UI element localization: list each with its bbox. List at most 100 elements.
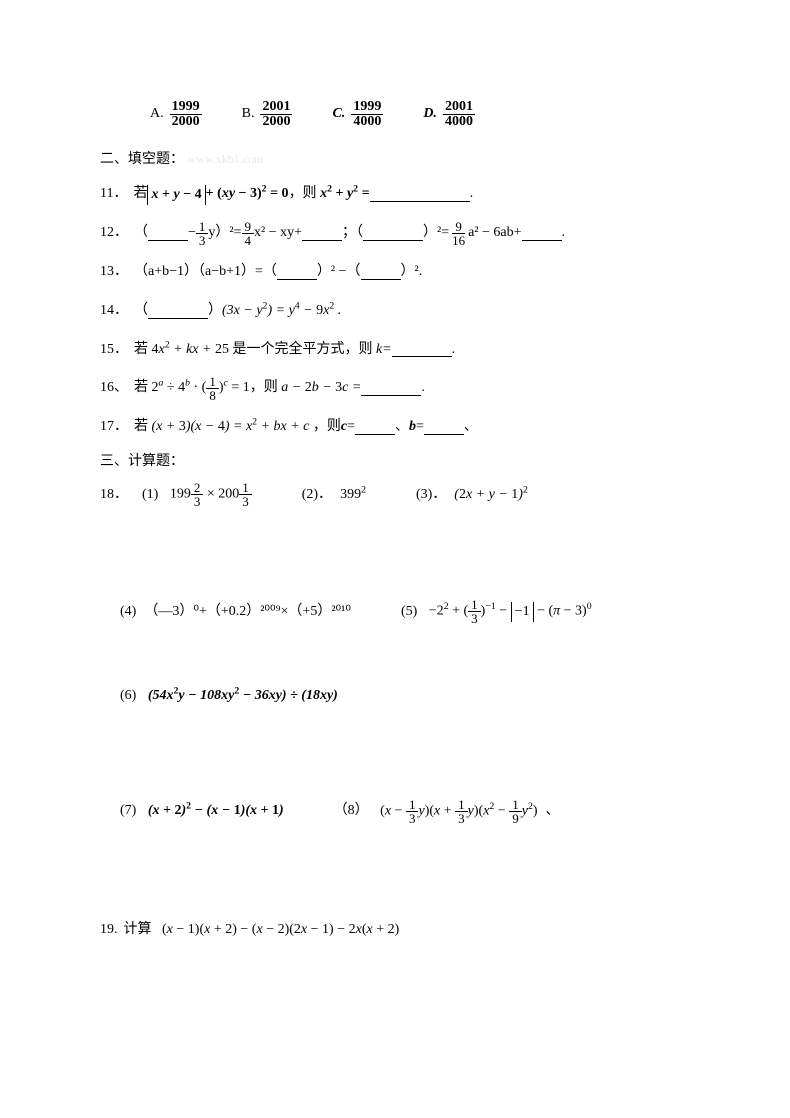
q10-frac-b: 2001 2000 (260, 100, 292, 129)
text: （ (134, 296, 148, 327)
text: ）². (401, 257, 423, 288)
q16: 16、 若 2a ÷ 4b · (18)c = 1 ，则 a − 2b − 3c… (100, 373, 720, 404)
q18-3: (3)． (2x + y − 1)2 (416, 484, 528, 506)
text: ，则 (250, 373, 278, 404)
option-label-c: C. (332, 103, 345, 125)
text: 若 (134, 335, 148, 366)
q18-8: （8） (x − 13y)(x + 13y)(x2 − 19y2) 、 (334, 798, 560, 825)
problem-number: 16、 (100, 373, 128, 404)
answer-blank[interactable] (392, 342, 452, 357)
q10-frac-d: 2001 4000 (443, 100, 475, 129)
text: − (188, 218, 196, 249)
expr: (x − 1)(x + 2) − (x − 2)(2x − 1) − 2x(x … (152, 915, 400, 946)
problem-number: 19. (100, 915, 118, 946)
text: 若 (134, 373, 148, 404)
problem-number: 17． (100, 412, 128, 443)
text: ，则 (289, 179, 317, 210)
option-label-a: A. (150, 103, 164, 125)
answer-blank[interactable] (302, 226, 342, 241)
answer-blank[interactable] (361, 265, 401, 280)
expr: （—3）⁰+（+0.2）²⁰⁰⁹×（+5）²⁰¹⁰ (144, 601, 351, 623)
text: = (347, 412, 355, 443)
q11: 11． 若 x + y − 4 + (xy − 3)2 = 0 ，则 x2 + … (100, 179, 720, 210)
plus: + (xy − 3)2 = 0 (206, 179, 289, 210)
frac: 94 (242, 220, 255, 247)
option-label-b: B. (242, 103, 255, 125)
q17: 17． 若 (x + 3)(x − 4) = x2 + bx + c ，则 c … (100, 412, 720, 443)
text: y） (208, 218, 229, 249)
q18-row4: (7) (x + 2)2 − (x − 1)(x + 1) （8） (x − 1… (120, 798, 720, 825)
problem-number: 15． (100, 335, 128, 366)
q18-7: (7) (x + 2)2 − (x − 1)(x + 1) (120, 800, 284, 822)
q14: 14． （ ） (3x − y2) = y4 − 9x2 . (100, 296, 720, 327)
problem-number: 14． (100, 296, 128, 327)
expr: (x − 13y)(x + 13y)(x2 − 19y2) (377, 798, 538, 825)
text: 计算 (124, 915, 152, 946)
text: （ (134, 218, 148, 249)
answer-blank[interactable] (148, 304, 208, 319)
q12: 12． （ − 13 y） ²= 94 x² − xy+ ；（ ） ²= 916… (100, 218, 720, 249)
abs-expr: x + y − 4 (147, 185, 205, 205)
text: . (421, 373, 425, 404)
text: = (416, 412, 424, 443)
answer-blank[interactable] (355, 420, 395, 435)
text: 、 (546, 800, 560, 822)
q18-row2: (4) （—3）⁰+（+0.2）²⁰⁰⁹×（+5）²⁰¹⁰ (5) −22 + … (120, 598, 720, 625)
subpart-label: (5) (401, 601, 417, 623)
answer-blank[interactable] (361, 381, 421, 396)
text: ） (208, 296, 222, 327)
expr: 19923 × 20013 (166, 481, 251, 508)
q10-option-a: A. 1999 2000 (150, 100, 202, 129)
text: . (562, 218, 566, 249)
answer-blank[interactable] (370, 187, 470, 202)
expr: (2x + y − 1)2 (454, 484, 528, 506)
q18-2: (2)． 3992 (302, 484, 366, 506)
text: 若 (134, 412, 148, 443)
text: 若 (133, 179, 147, 210)
text: . (452, 335, 456, 366)
frac-num: 2001 (260, 100, 292, 115)
text: . (470, 179, 474, 210)
q10-frac-a: 1999 2000 (170, 100, 202, 129)
watermark: www.xkb1.com (188, 152, 264, 166)
frac-den: 2000 (260, 115, 292, 129)
q13: 13． （a+b−1）（a−b+1）=（ ）² −（ ）². (100, 257, 720, 288)
q15: 15． 若 4x2 + kx + 25 是一个完全平方式，则 k= . (100, 335, 720, 366)
answer-blank[interactable] (522, 226, 562, 241)
var-b: b (409, 412, 416, 443)
answer-blank[interactable] (363, 226, 423, 241)
text: ）² −（ (317, 257, 361, 288)
q19: 19. 计算 (x − 1)(x + 2) − (x − 2)(2x − 1) … (100, 915, 720, 946)
q18-1: 18． (1) 19923 × 20013 (100, 481, 252, 508)
answer-blank[interactable] (424, 420, 464, 435)
subpart-label: (4) (120, 601, 136, 623)
expr: (54x2y − 108xy2 − 36xy) ÷ (18xy) (144, 685, 338, 707)
text: k= (372, 335, 391, 366)
text: （a+b−1）（a−b+1）=（ (134, 257, 277, 288)
frac-num: 1999 (170, 100, 202, 115)
expr: −22 + (13)−1 − −1 − (π − 3)0 (425, 598, 591, 625)
frac-num: 1999 (351, 100, 383, 115)
q18-5: (5) −22 + (13)−1 − −1 − (π − 3)0 (401, 598, 592, 625)
subpart-label: (1) (142, 484, 158, 506)
expr: (x + 2)2 − (x − 1)(x + 1) (144, 800, 283, 822)
answer-blank[interactable] (277, 265, 317, 280)
text: 是一个完全平方式，则 (232, 335, 372, 366)
option-label-d: D. (423, 103, 437, 125)
expr: (3x − y2) = y4 − 9x2 . (222, 296, 341, 327)
q18-4: (4) （—3）⁰+（+0.2）²⁰⁰⁹×（+5）²⁰¹⁰ (120, 601, 351, 623)
q18-row3: (6) (54x2y − 108xy2 − 36xy) ÷ (18xy) (120, 685, 720, 707)
text: ²= (437, 218, 449, 249)
expr: 3992 (340, 484, 366, 506)
text: ） (423, 218, 437, 249)
frac-den: 4000 (351, 115, 383, 129)
text: ，则 (313, 412, 341, 443)
q18-row1: 18． (1) 19923 × 20013 (2)． 3992 (3)． (2x… (100, 481, 720, 508)
section3-title: 三、计算题： (100, 451, 720, 473)
expr: 4x2 + kx + 25 (148, 335, 232, 366)
q18-6: (6) (54x2y − 108xy2 − 36xy) ÷ (18xy) (120, 685, 338, 707)
answer-blank[interactable] (148, 226, 188, 241)
expr: x2 + y2 = (317, 179, 370, 210)
section2-title: 二、填空题： www.xkb1.com (100, 149, 720, 171)
text: ；（ (342, 218, 363, 249)
